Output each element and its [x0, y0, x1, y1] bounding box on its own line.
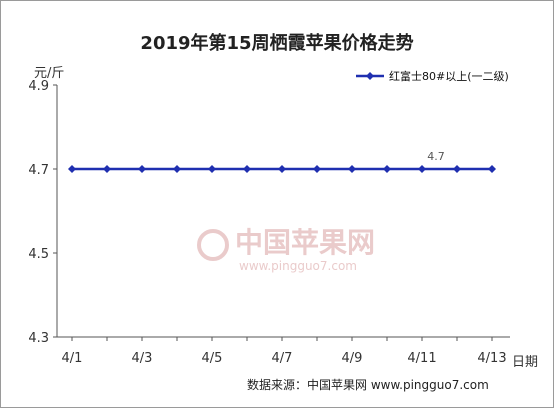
y-tick-label: 4.5: [28, 247, 49, 262]
x-tick-label: 4/3: [132, 351, 153, 366]
data-point: [488, 165, 496, 173]
data-label: 4.7: [427, 150, 445, 163]
apple-logo-icon: [197, 229, 229, 261]
data-point: [138, 165, 146, 173]
chart-title: 2019年第15周栖霞苹果价格走势: [140, 32, 413, 54]
axes: [56, 85, 510, 338]
watermark-text: 中国苹果网: [235, 226, 375, 259]
data-point: [173, 165, 181, 173]
x-tick-label: 4/9: [342, 351, 363, 366]
legend-marker: [366, 72, 374, 80]
data-point: [453, 165, 461, 173]
watermark-url: www.pingguo7.com: [239, 259, 357, 273]
watermark: 中国苹果网 www.pingguo7.com: [197, 226, 375, 273]
data-point: [68, 165, 76, 173]
source-note: 数据来源：中国苹果网 www.pingguo7.com: [247, 377, 489, 392]
x-axis-label: 日期: [512, 355, 538, 370]
data-point: [103, 165, 111, 173]
y-tick-label: 4.9: [28, 79, 49, 94]
data-point: [208, 165, 216, 173]
x-tick-label: 4/5: [202, 351, 223, 366]
ticks: 4.9 4.7 4.5 4.3 4/1 4/3 4/5 4/7 4/9 4/11 4/13: [28, 79, 506, 366]
y-tick-label: 4.3: [28, 331, 49, 346]
series: [68, 165, 496, 173]
data-point: [348, 165, 356, 173]
data-labels: 4.7: [427, 150, 445, 163]
data-point: [383, 165, 391, 173]
data-point: [278, 165, 286, 173]
legend-label: 红富士80#以上(一二级): [389, 69, 509, 83]
x-tick-label: 4/13: [477, 351, 506, 366]
y-axis-unit: 元/斤: [34, 66, 64, 81]
data-point: [313, 165, 321, 173]
x-tick-label: 4/1: [62, 351, 83, 366]
data-point: [418, 165, 426, 173]
x-tick-label: 4/11: [407, 351, 436, 366]
data-point: [243, 165, 251, 173]
x-tick-label: 4/7: [272, 351, 293, 366]
y-tick-label: 4.7: [28, 163, 49, 178]
legend: 红富士80#以上(一二级): [356, 69, 509, 83]
